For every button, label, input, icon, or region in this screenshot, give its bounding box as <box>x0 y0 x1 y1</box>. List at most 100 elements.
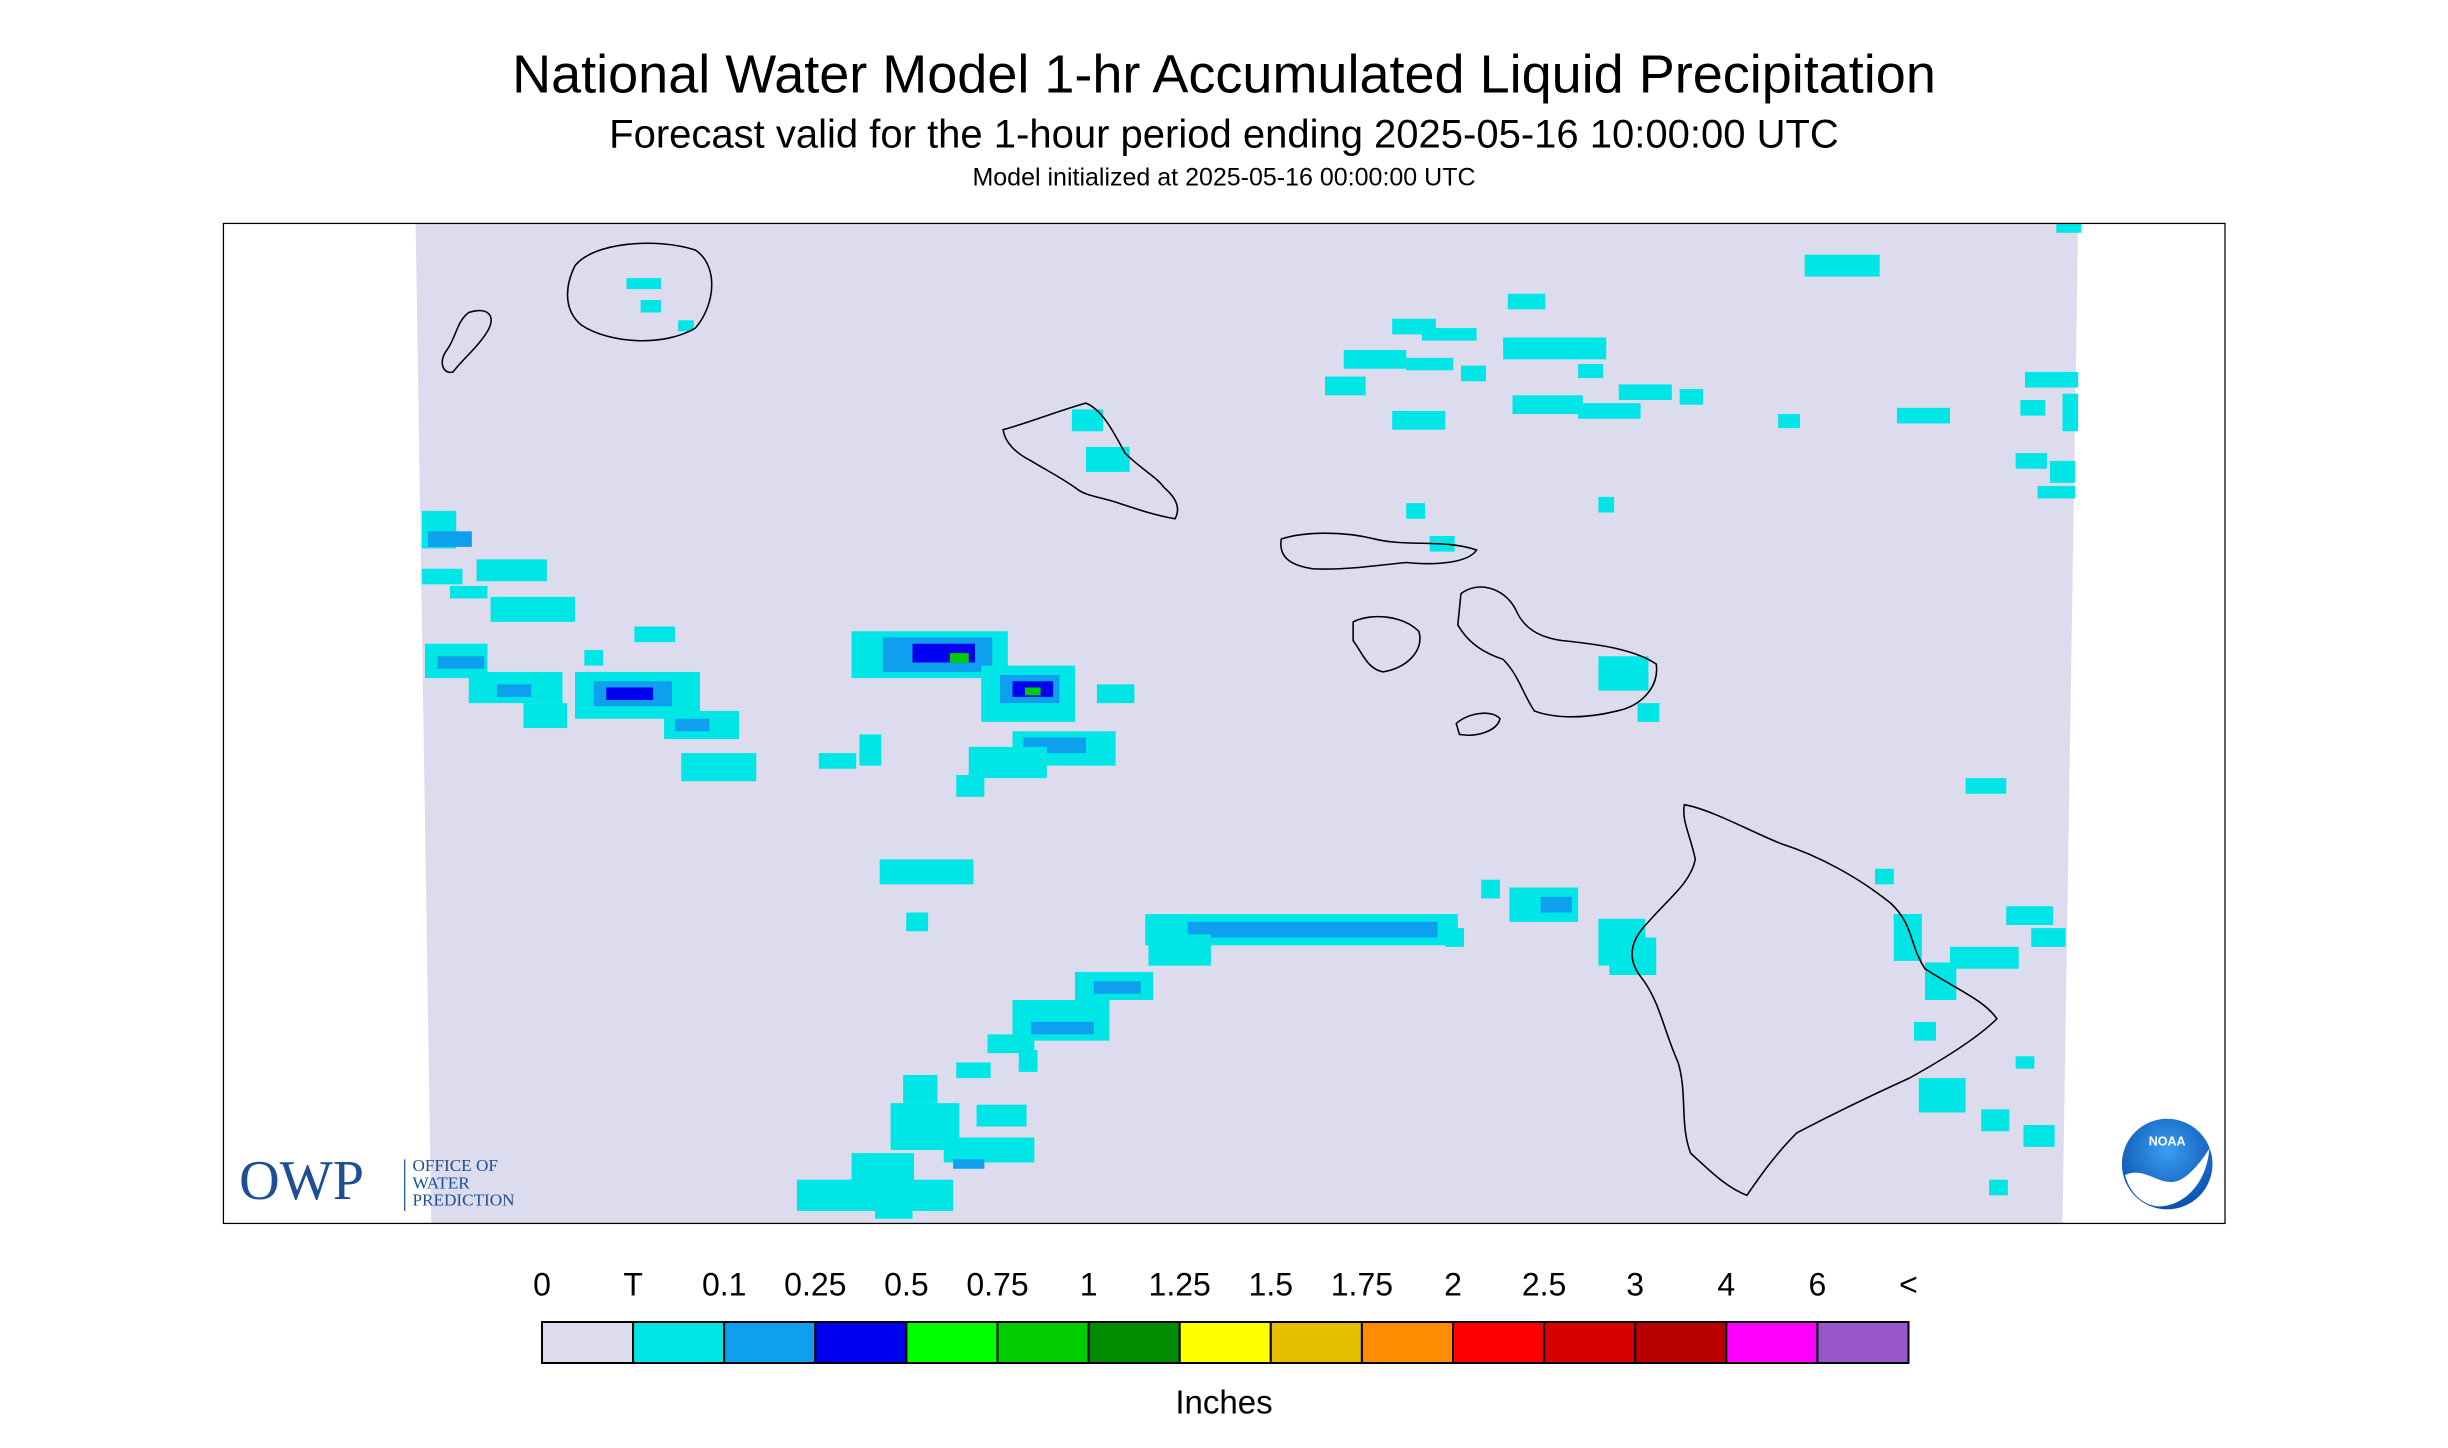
precip-cell <box>1778 414 1800 429</box>
precip-cell <box>906 912 929 932</box>
precip-cell <box>1914 1021 1936 1041</box>
precip-cell <box>968 746 1047 779</box>
precip-cell <box>437 656 485 669</box>
precip-cell <box>1406 357 1454 371</box>
precip-cell <box>1679 389 1704 405</box>
hawaii-big-island <box>1631 803 1998 1197</box>
precip-cell <box>1187 921 1438 938</box>
legend-swatch <box>723 1321 817 1364</box>
kauai <box>566 242 713 342</box>
legend-label: 1 <box>1080 1266 1098 1302</box>
precip-cell <box>2020 400 2046 416</box>
legend-swatch <box>1816 1321 1910 1364</box>
precip-cell <box>2062 393 2079 432</box>
legend-label: < <box>1899 1266 1918 1302</box>
precip-cell <box>1392 410 1446 430</box>
precip-cell <box>1598 496 1615 513</box>
precip-cell <box>1325 376 1366 396</box>
legend-label: 0.5 <box>884 1266 928 1302</box>
precip-cell <box>584 650 604 666</box>
precip-cell <box>1989 1179 2008 1196</box>
precip-cell <box>1503 337 1607 360</box>
legend-unit: Inches <box>1175 1384 1272 1421</box>
precip-cell <box>879 859 974 885</box>
legend-label: 2.5 <box>1522 1266 1566 1302</box>
precip-cell <box>634 626 675 643</box>
legend-swatch <box>996 1321 1090 1364</box>
legend-label: 1.5 <box>1249 1266 1293 1302</box>
precip-cell <box>1578 364 1604 379</box>
precip-cell <box>428 531 472 547</box>
legend-swatch <box>905 1321 999 1364</box>
precip-cell <box>1018 1050 1038 1072</box>
precip-cell <box>818 753 857 769</box>
legend-label: 1.25 <box>1149 1266 1211 1302</box>
precip-cell <box>496 684 532 697</box>
legend: 0 T 0.1 0.25 0.5 0.75 1 1.25 1.5 1.75 2 2.5 3 4 6 < <box>533 1266 1918 1364</box>
precip-cell <box>2015 453 2047 469</box>
precip-cells <box>421 223 2082 1219</box>
precip-cell <box>606 687 654 700</box>
map: OWP OFFICE OF WATER PREDICTION NOAA <box>222 222 2226 1225</box>
precip-cell <box>956 775 985 797</box>
precip-cell <box>1445 928 1465 947</box>
legend-label: 6 <box>1809 1266 1827 1302</box>
precip-cell <box>1896 407 1950 424</box>
precip-cell <box>675 718 710 732</box>
precip-cell <box>1093 981 1141 994</box>
precip-cell <box>950 653 969 663</box>
owp-line: PREDICTION <box>413 1191 515 1210</box>
legend-swatch <box>1452 1321 1546 1364</box>
precip-cell <box>1096 684 1135 704</box>
precip-cell <box>2031 928 2066 947</box>
init-time: Model initialized at 2025-05-16 00:00:00… <box>972 164 1475 192</box>
precip-cell <box>1804 254 1880 277</box>
precip-cell <box>1481 879 1500 899</box>
legend-label: T <box>623 1266 643 1302</box>
precip-cell <box>943 1137 1035 1163</box>
precip-cell <box>626 278 661 290</box>
coastlines <box>441 242 1998 1197</box>
legend-swatch <box>1634 1321 1728 1364</box>
precip-cell <box>1460 365 1486 382</box>
precip-cell <box>1406 503 1425 519</box>
legend-label: 4 <box>1717 1266 1735 1302</box>
precip-cell <box>2025 371 2079 388</box>
precip-cell <box>903 1075 938 1104</box>
owp-line: WATER <box>413 1173 471 1192</box>
legend-swatch <box>1360 1321 1455 1364</box>
precip-cell <box>987 1034 1035 1054</box>
precip-cell <box>490 596 575 622</box>
precip-cell <box>1031 1021 1094 1035</box>
precip-cell <box>1512 395 1583 415</box>
precip-cell <box>1981 1109 2010 1132</box>
precip-cell <box>1598 656 1649 691</box>
precip-cell <box>1421 328 1477 341</box>
precip-cell <box>2023 1125 2055 1147</box>
maui <box>1457 586 1658 718</box>
precip-cell <box>859 734 882 766</box>
owp-line: OFFICE OF <box>413 1156 498 1175</box>
legend-swatch <box>1543 1321 1637 1364</box>
legend-label: 2 <box>1444 1266 1462 1302</box>
kahoolawe <box>1455 712 1501 736</box>
precip-cell <box>678 320 694 332</box>
precip-cell <box>1965 778 2007 794</box>
precip-cell <box>2050 460 2075 483</box>
legend-label: 0.75 <box>966 1266 1028 1302</box>
legend-label: 3 <box>1626 1266 1644 1302</box>
model-domain <box>415 223 2079 1224</box>
legend-label: 1.75 <box>1331 1266 1393 1302</box>
precip-cell <box>1875 868 1894 885</box>
molokai <box>1280 532 1478 570</box>
precip-cell <box>1343 350 1407 369</box>
noaa-bird <box>2125 1148 2210 1207</box>
precip-cell <box>1540 896 1572 913</box>
oahu <box>1002 402 1179 520</box>
precip-cell <box>976 1104 1027 1127</box>
precip-cell <box>640 300 661 313</box>
legend-swatch <box>1087 1321 1181 1364</box>
precip-cell <box>851 1153 915 1185</box>
